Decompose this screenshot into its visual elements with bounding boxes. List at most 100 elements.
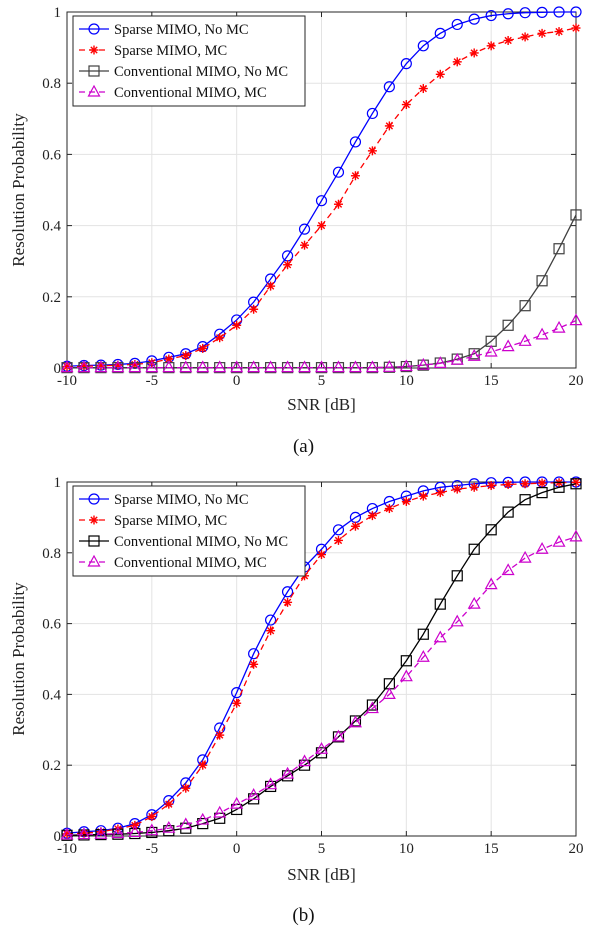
data-point-circle [315, 195, 328, 207]
data-point-triangle [535, 542, 549, 554]
data-point-star [537, 28, 547, 38]
data-point-star [418, 491, 428, 501]
data-point-star [283, 597, 293, 607]
data-point-triangle [213, 805, 227, 818]
data-point-star [232, 320, 242, 330]
x-axis-label: SNR [dB] [287, 395, 355, 414]
data-point-star [435, 488, 445, 498]
data-point-star [198, 343, 208, 353]
data-point-square [281, 770, 294, 782]
data-point-triangle [247, 788, 261, 800]
data-point-circle [434, 27, 446, 39]
data-point-triangle [484, 344, 498, 357]
data-point-circle [570, 6, 582, 18]
data-point-star [350, 171, 360, 181]
data-point-star [350, 521, 360, 531]
data-point-star [367, 511, 377, 521]
data-point-square [485, 524, 497, 536]
data-point-triangle [60, 360, 74, 373]
legend-entry-label: Conventional MIMO, MC [114, 555, 267, 571]
legend-entry-label: Sparse MIMO, MC [114, 43, 227, 59]
x-tick-label: 20 [569, 373, 584, 389]
data-point-star [333, 199, 343, 209]
x-axis-label: SNR [dB] [287, 865, 355, 884]
data-point-triangle [128, 825, 142, 838]
chart-panel-a: -10 -5 0 5 10 15 20 0 0.2 0.4 0.6 0.8 1 SNR [dB] Resol… [9, 5, 584, 457]
data-point-star [215, 730, 225, 740]
data-point-triangle [314, 742, 329, 754]
data-point-triangle [450, 352, 464, 365]
legend-marker-triangle [87, 84, 101, 97]
data-point-star [300, 240, 310, 250]
data-point-star [486, 41, 496, 51]
x-tick-label: 10 [399, 841, 414, 857]
data-point-circle [536, 6, 548, 18]
data-point-star [469, 482, 479, 492]
data-point-triangle [298, 754, 312, 767]
data-point-triangle [365, 701, 379, 714]
data-point-square [366, 699, 378, 711]
legend-entry-label: Conventional MIMO, No MC [114, 534, 288, 550]
data-point-square [536, 275, 548, 287]
data-point-circle [383, 81, 395, 93]
x-tick-label: 5 [318, 373, 326, 389]
data-point-star [537, 478, 547, 488]
data-point-triangle [111, 826, 125, 839]
y-tick-label: 1 [54, 5, 62, 21]
legend-marker-circle [88, 493, 100, 505]
data-point-triangle [433, 630, 447, 643]
data-point-circle [366, 107, 378, 120]
data-point-triangle [535, 327, 549, 340]
data-point-triangle [518, 550, 532, 563]
x-tick-label: 5 [318, 841, 326, 857]
series-line [66, 536, 577, 836]
legend-entry-label: Sparse MIMO, No MC [114, 492, 249, 508]
data-point-square [536, 487, 548, 499]
data-point-triangle [382, 687, 396, 700]
data-point-triangle [247, 360, 261, 373]
data-point-square [468, 348, 480, 360]
data-point-triangle [264, 360, 278, 373]
data-point-star [215, 333, 225, 343]
data-point-star [249, 659, 259, 669]
data-point-star [317, 550, 326, 560]
x-tick-label: -10 [57, 841, 77, 857]
data-point-square [265, 780, 277, 793]
data-point-star [486, 481, 496, 491]
series-star [62, 23, 581, 372]
data-point-triangle [179, 817, 193, 830]
data-point-star [435, 69, 445, 79]
data-point-square [468, 543, 480, 555]
legend-entry-label: Conventional MIMO, No MC [114, 64, 288, 80]
legend-entry-label: Conventional MIMO, MC [114, 85, 267, 101]
data-point-star [317, 221, 326, 231]
data-point-triangle [128, 360, 142, 373]
data-point-star [333, 535, 343, 545]
data-point-square [519, 494, 531, 506]
y-axis-label: Resolution Probability [9, 582, 28, 736]
data-point-star [367, 146, 377, 156]
data-point-star [147, 812, 157, 822]
data-point-circle [451, 18, 463, 31]
x-tick-label: -10 [57, 373, 77, 389]
data-point-triangle [179, 360, 193, 373]
y-tick-label: 0 [54, 829, 62, 845]
y-tick-label: 0.2 [42, 758, 61, 774]
series-triangle [60, 313, 583, 373]
data-point-triangle [501, 563, 515, 576]
data-point-triangle [60, 827, 74, 840]
data-point-triangle [162, 360, 176, 373]
data-point-circle [519, 7, 531, 19]
data-point-circle [502, 8, 514, 20]
legend-entry-label: Sparse MIMO, No MC [114, 22, 249, 38]
data-point-circle [553, 6, 565, 18]
data-point-triangle [467, 349, 481, 361]
data-point-triangle [348, 715, 362, 728]
legend: Sparse MIMO, No MC Sparse MIMO, MC Convent… [72, 485, 306, 577]
data-point-triangle [365, 360, 379, 373]
data-point-circle [485, 9, 497, 22]
legend-marker-square [88, 535, 100, 547]
data-point-square [553, 481, 565, 493]
data-point-star [266, 281, 276, 291]
